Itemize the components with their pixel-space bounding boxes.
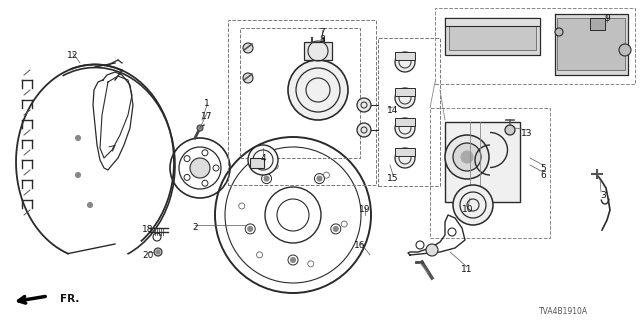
Polygon shape xyxy=(445,18,540,55)
Bar xyxy=(557,18,625,70)
Circle shape xyxy=(555,28,563,36)
Circle shape xyxy=(76,135,81,140)
Text: 18: 18 xyxy=(142,226,154,235)
Circle shape xyxy=(505,125,515,135)
Circle shape xyxy=(333,227,339,231)
Bar xyxy=(378,38,440,186)
Bar xyxy=(395,148,415,156)
Text: 20: 20 xyxy=(142,251,154,260)
Text: 15: 15 xyxy=(387,173,399,182)
Circle shape xyxy=(395,52,415,72)
Bar xyxy=(304,42,332,60)
Bar xyxy=(228,20,376,185)
Bar xyxy=(395,52,415,60)
Circle shape xyxy=(264,176,269,181)
Text: 19: 19 xyxy=(359,205,371,214)
Bar xyxy=(240,28,360,158)
Circle shape xyxy=(357,98,371,112)
Circle shape xyxy=(288,60,348,120)
Bar xyxy=(395,88,415,96)
Text: 2: 2 xyxy=(192,223,198,233)
Circle shape xyxy=(248,227,253,231)
Bar xyxy=(250,158,264,168)
Circle shape xyxy=(88,203,93,207)
Circle shape xyxy=(243,73,253,83)
Text: 9: 9 xyxy=(604,13,610,22)
Text: 13: 13 xyxy=(521,129,532,138)
Circle shape xyxy=(248,145,278,175)
Bar xyxy=(449,22,536,50)
Bar xyxy=(445,18,540,26)
Bar xyxy=(395,118,415,126)
Circle shape xyxy=(76,172,81,178)
Circle shape xyxy=(197,125,203,131)
Text: 5: 5 xyxy=(540,164,546,172)
Text: 11: 11 xyxy=(461,266,473,275)
Bar xyxy=(435,8,635,84)
Text: 12: 12 xyxy=(67,51,79,60)
Text: 8: 8 xyxy=(319,35,325,44)
Polygon shape xyxy=(555,14,628,75)
Circle shape xyxy=(453,185,493,225)
Circle shape xyxy=(156,250,160,254)
Circle shape xyxy=(357,123,371,137)
Circle shape xyxy=(461,151,473,163)
Circle shape xyxy=(395,88,415,108)
Text: 1: 1 xyxy=(204,99,210,108)
Text: FR.: FR. xyxy=(60,294,79,304)
Circle shape xyxy=(190,158,210,178)
Text: 3: 3 xyxy=(600,190,606,199)
Circle shape xyxy=(243,43,253,53)
Circle shape xyxy=(395,118,415,138)
Circle shape xyxy=(445,135,489,179)
Circle shape xyxy=(395,148,415,168)
Text: 16: 16 xyxy=(355,241,365,250)
Text: TVA4B1910A: TVA4B1910A xyxy=(539,307,588,316)
Circle shape xyxy=(619,44,631,56)
Text: 17: 17 xyxy=(201,111,212,121)
Text: 4: 4 xyxy=(260,154,266,163)
Circle shape xyxy=(453,143,481,171)
Text: 10: 10 xyxy=(462,205,474,214)
Circle shape xyxy=(291,258,296,262)
Text: 7: 7 xyxy=(319,28,325,36)
Text: 6: 6 xyxy=(540,171,546,180)
Bar xyxy=(590,18,605,30)
Circle shape xyxy=(426,244,438,256)
Bar xyxy=(430,108,550,238)
Circle shape xyxy=(317,176,322,181)
Bar xyxy=(445,122,520,202)
Circle shape xyxy=(154,248,162,256)
Text: 14: 14 xyxy=(387,106,399,115)
